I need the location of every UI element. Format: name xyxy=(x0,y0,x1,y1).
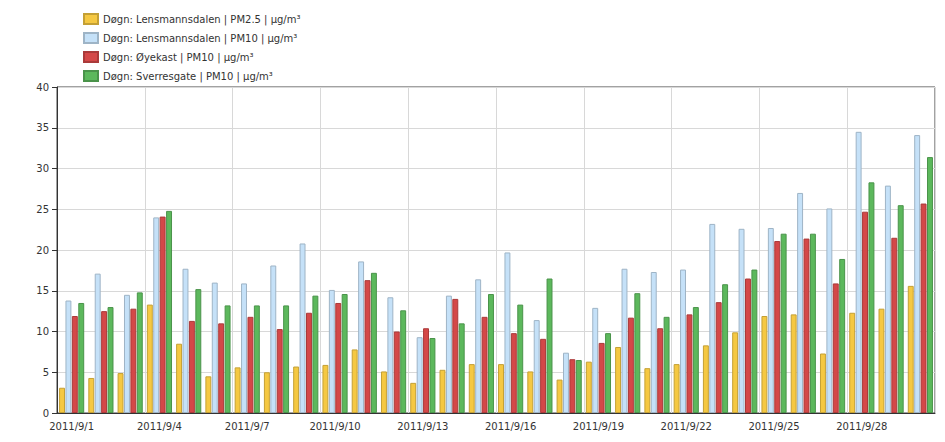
svg-text:20: 20 xyxy=(36,245,49,256)
svg-text:15: 15 xyxy=(36,285,49,296)
svg-text:2011/9/7: 2011/9/7 xyxy=(225,421,270,432)
svg-text:40: 40 xyxy=(36,82,49,93)
svg-text:Døgn: Lensmannsdalen | PM2.5 |: Døgn: Lensmannsdalen | PM2.5 | µg/m³ xyxy=(103,14,301,26)
svg-text:25: 25 xyxy=(36,204,49,215)
svg-text:2011/9/19: 2011/9/19 xyxy=(573,421,624,432)
svg-text:0: 0 xyxy=(43,408,49,419)
svg-text:2011/9/1: 2011/9/1 xyxy=(49,421,94,432)
svg-text:2011/9/13: 2011/9/13 xyxy=(397,421,448,432)
svg-text:2011/9/16: 2011/9/16 xyxy=(485,421,536,432)
svg-text:2011/9/4: 2011/9/4 xyxy=(137,421,182,432)
svg-text:Døgn: Sverresgate | PM10 | µg/: Døgn: Sverresgate | PM10 | µg/m³ xyxy=(103,71,273,83)
svg-text:30: 30 xyxy=(36,163,49,174)
svg-text:2011/9/22: 2011/9/22 xyxy=(661,421,712,432)
svg-text:10: 10 xyxy=(36,326,49,337)
svg-text:Døgn: Øyekast | PM10 | µg/m³: Døgn: Øyekast | PM10 | µg/m³ xyxy=(103,52,254,64)
svg-text:Døgn: Lensmannsdalen | PM10 |: Døgn: Lensmannsdalen | PM10 | µg/m³ xyxy=(103,33,297,45)
svg-text:5: 5 xyxy=(43,367,49,378)
svg-text:35: 35 xyxy=(36,122,49,133)
svg-text:2011/9/10: 2011/9/10 xyxy=(309,421,360,432)
svg-text:2011/9/25: 2011/9/25 xyxy=(748,421,799,432)
svg-text:2011/9/28: 2011/9/28 xyxy=(836,421,887,432)
